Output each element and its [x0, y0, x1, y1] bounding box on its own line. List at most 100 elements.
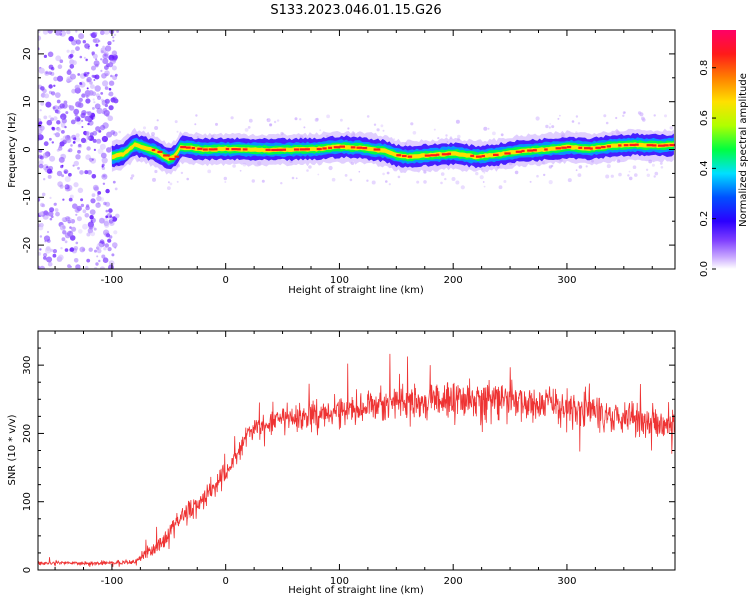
- snr-panel: -100 0 100 200 300 0 100 200 300 Height of stra…: [7, 330, 676, 596]
- noise-speck: [90, 84, 95, 89]
- noise-speck: [61, 117, 64, 120]
- noise-speck: [57, 181, 63, 187]
- noise-speck: [55, 132, 60, 138]
- noise-speck: [41, 203, 46, 208]
- noise-speck: [86, 87, 89, 90]
- noise-speck: [100, 98, 104, 102]
- noise-speck: [46, 256, 53, 263]
- noise-speck: [49, 137, 52, 141]
- faint-speck: [186, 177, 189, 181]
- spectrogram-x-axis: -100 0 100 200 300: [54, 30, 653, 286]
- faint-speck: [529, 180, 532, 183]
- snr-x-label: Height of straight line (km): [288, 585, 424, 596]
- colorbar-tick-label: 0.2: [699, 211, 710, 227]
- faint-speck: [460, 185, 465, 190]
- faint-speck: [276, 119, 280, 122]
- faint-speck: [479, 175, 484, 180]
- noise-speck: [104, 222, 110, 228]
- noise-speck: [90, 231, 96, 237]
- noise-speck: [53, 76, 58, 82]
- noise-speck: [104, 54, 107, 57]
- noise-speck: [91, 158, 94, 161]
- noise-speck: [59, 59, 64, 63]
- noise-speck: [67, 149, 71, 153]
- noise-speck: [43, 252, 48, 258]
- noise-speck: [46, 230, 50, 234]
- faint-speck: [380, 124, 384, 128]
- colorbar-tick-label: 0.4: [699, 160, 710, 176]
- noise-speck: [53, 116, 58, 121]
- y-tick-label: -10: [22, 189, 33, 205]
- noise-speck: [49, 196, 52, 199]
- spectrogram-x-label: Height of straight line (km): [288, 285, 424, 296]
- faint-speck: [445, 134, 448, 137]
- faint-speck: [545, 124, 549, 129]
- noise-speck: [62, 230, 67, 235]
- ridge-core: [111, 142, 674, 162]
- faint-speck: [169, 182, 173, 186]
- noise-speck: [72, 141, 76, 144]
- noise-speck: [73, 246, 79, 251]
- noise-speck: [39, 125, 45, 131]
- noise-speck: [84, 170, 89, 175]
- noise-speck: [107, 40, 112, 45]
- noise-speck: [108, 80, 115, 86]
- faint-speck: [130, 176, 133, 180]
- noise-speck: [96, 195, 102, 202]
- noise-speck: [60, 247, 63, 250]
- noise-speck: [43, 235, 51, 242]
- faint-speck: [306, 169, 309, 172]
- noise-speck: [100, 69, 103, 72]
- noise-speck: [39, 222, 44, 228]
- noise-speck: [49, 217, 53, 221]
- faint-speck: [535, 116, 540, 121]
- noise-speck: [43, 178, 46, 181]
- noise-speck: [108, 62, 114, 68]
- noise-speck: [51, 141, 54, 144]
- noise-speck: [61, 174, 64, 178]
- noise-speck: [85, 131, 90, 136]
- faint-speck: [331, 177, 336, 182]
- noise-speck: [70, 144, 73, 147]
- noise-speck: [104, 86, 109, 90]
- faint-speck: [543, 173, 546, 177]
- faint-speck: [654, 171, 659, 176]
- faint-speck: [366, 179, 369, 182]
- faint-speck: [143, 126, 146, 130]
- noise-speck: [72, 203, 78, 209]
- noise-speck: [39, 265, 45, 269]
- noise-speck: [38, 160, 44, 165]
- y-tick-label: 0: [22, 567, 33, 573]
- noise-speck: [42, 164, 49, 171]
- colorbar-tick-label: 0.8: [699, 60, 710, 76]
- faint-speck: [248, 118, 253, 123]
- noise-speck: [104, 232, 110, 238]
- noise-speck: [89, 81, 93, 85]
- noise-speck: [101, 135, 108, 143]
- noise-speck: [68, 36, 74, 42]
- noise-speck: [92, 53, 98, 59]
- faint-speck: [455, 180, 460, 185]
- faint-speck: [557, 117, 560, 120]
- faint-speck: [577, 173, 582, 178]
- noise-speck: [107, 93, 110, 96]
- noise-speck: [70, 119, 76, 125]
- noise-speck: [66, 70, 72, 75]
- noise-speck: [47, 174, 52, 179]
- noise-speck: [86, 146, 91, 151]
- faint-speck: [559, 114, 561, 117]
- faint-speck: [605, 121, 609, 125]
- faint-speck: [156, 119, 159, 122]
- noise-speck: [100, 58, 103, 61]
- faint-speck: [194, 123, 197, 126]
- faint-speck: [224, 181, 227, 183]
- noise-speck: [78, 143, 82, 148]
- y-tick-label: 200: [22, 424, 33, 443]
- faint-speck: [548, 126, 551, 129]
- faint-speck: [440, 181, 443, 185]
- faint-speck: [294, 117, 298, 121]
- faint-speck: [261, 179, 265, 183]
- noise-speck: [61, 217, 67, 222]
- noise-speck: [114, 73, 118, 77]
- faint-speck: [154, 169, 158, 174]
